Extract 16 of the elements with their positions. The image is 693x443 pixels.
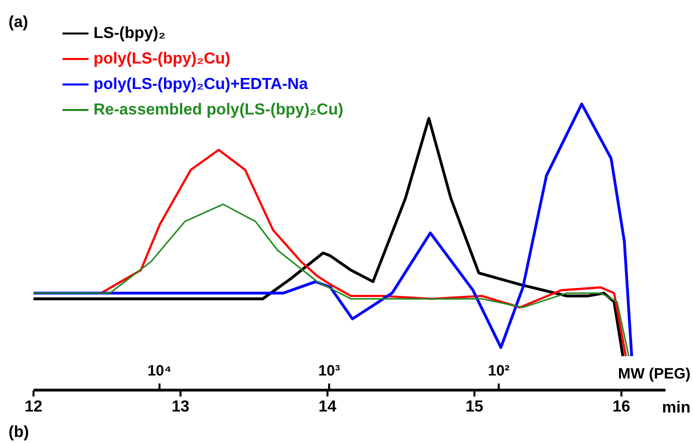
legend-label: Re-assembled poly(LS-(bpy)₂Cu) (94, 102, 344, 118)
legend-label: poly(LS-(bpy)₂Cu)+EDTA-Na (94, 76, 308, 93)
legend-label: LS-(bpy)₂ (94, 25, 166, 42)
x-tick-label: 16 (612, 398, 630, 416)
x2-axis-title: MW (PEG) (618, 366, 691, 382)
legend-label: poly(LS-(bpy)₂Cu) (94, 50, 230, 68)
x-tick-label: 12 (24, 398, 42, 416)
x2-tick-label: 10³ (318, 362, 340, 380)
x-tick-label: 14 (318, 398, 336, 416)
text: (b) (8, 424, 29, 441)
x-axis-title: min (662, 400, 691, 416)
x2-tick-label: 10⁴ (147, 362, 172, 380)
x-tick-label: 15 (466, 398, 484, 416)
text: (a) (8, 14, 28, 31)
x2-tick-label: 10² (488, 362, 510, 380)
x-tick-label: 13 (172, 398, 190, 416)
